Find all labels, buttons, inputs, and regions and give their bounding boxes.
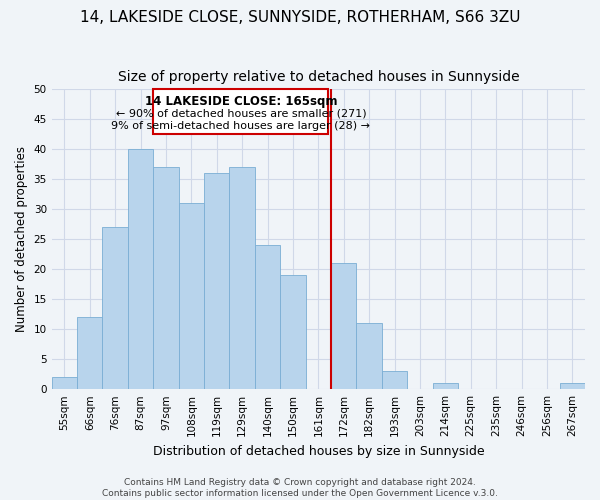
Y-axis label: Number of detached properties: Number of detached properties <box>15 146 28 332</box>
Bar <box>280 275 305 389</box>
Bar <box>433 383 458 389</box>
Bar <box>52 377 77 389</box>
Bar <box>77 317 103 389</box>
Bar <box>382 371 407 389</box>
Text: ← 90% of detached houses are smaller (271): ← 90% of detached houses are smaller (27… <box>116 108 366 118</box>
Bar <box>153 168 179 389</box>
Bar <box>560 383 585 389</box>
FancyBboxPatch shape <box>153 90 328 134</box>
Text: Contains HM Land Registry data © Crown copyright and database right 2024.
Contai: Contains HM Land Registry data © Crown c… <box>102 478 498 498</box>
Text: 14 LAKESIDE CLOSE: 165sqm: 14 LAKESIDE CLOSE: 165sqm <box>145 96 337 108</box>
Bar <box>229 168 255 389</box>
Bar <box>356 323 382 389</box>
Bar <box>204 174 229 389</box>
Bar <box>331 263 356 389</box>
Bar <box>255 246 280 389</box>
Text: 9% of semi-detached houses are larger (28) →: 9% of semi-detached houses are larger (2… <box>112 120 370 130</box>
Bar <box>179 204 204 389</box>
Bar <box>103 228 128 389</box>
X-axis label: Distribution of detached houses by size in Sunnyside: Distribution of detached houses by size … <box>152 444 484 458</box>
Bar <box>128 150 153 389</box>
Title: Size of property relative to detached houses in Sunnyside: Size of property relative to detached ho… <box>118 70 519 84</box>
Text: 14, LAKESIDE CLOSE, SUNNYSIDE, ROTHERHAM, S66 3ZU: 14, LAKESIDE CLOSE, SUNNYSIDE, ROTHERHAM… <box>80 10 520 25</box>
